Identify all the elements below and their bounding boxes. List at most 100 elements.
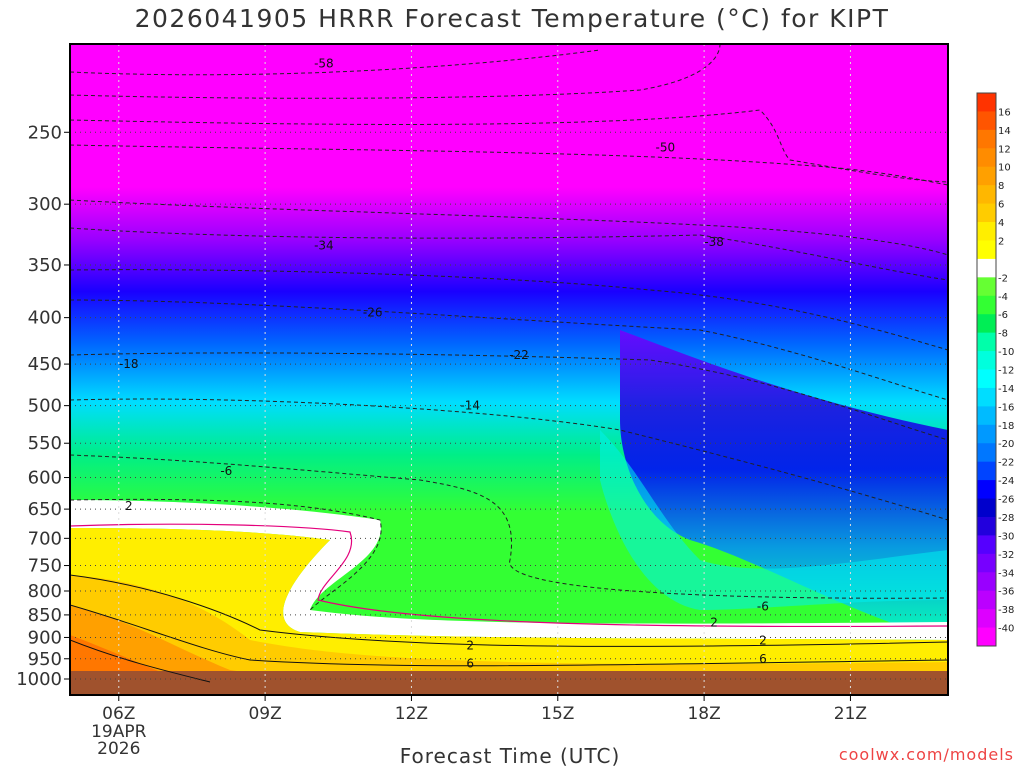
x-date-label: 2026: [97, 739, 140, 759]
colorbar-swatch: [977, 480, 996, 500]
contour-label: -38: [704, 235, 724, 249]
colorbar-tick-label: -14: [998, 384, 1014, 395]
contour-label: 2: [125, 499, 133, 513]
colorbar-tick-label: -10: [998, 347, 1014, 358]
y-tick-label: 450: [28, 354, 62, 375]
y-axis: 2503003504004505005506006507007508008509…: [16, 122, 70, 690]
credit-link[interactable]: coolwx.com/models: [838, 745, 1014, 764]
y-tick-label: 700: [28, 528, 62, 549]
y-tick-label: 850: [28, 605, 62, 626]
colorbar-tick-label: -22: [998, 458, 1014, 469]
x-date-label: 19APR: [91, 722, 147, 742]
plot-frame: [69, 43, 949, 696]
contour-label: -14: [460, 399, 480, 413]
colorbar-tick-label: -2: [998, 273, 1008, 284]
chart-title: 2026041905 HRRR Forecast Temperature (°C…: [134, 4, 890, 33]
colorbar-swatch: [977, 351, 996, 370]
y-tick-label: 900: [28, 627, 62, 648]
colorbar-tick-label: 6: [998, 200, 1004, 211]
y-tick-label: 800: [28, 581, 62, 602]
colorbar-tick-label: -38: [998, 605, 1014, 616]
colorbar-swatch: [977, 166, 996, 186]
warm-layer-gold: [70, 575, 948, 695]
contour-label: 2: [759, 634, 767, 648]
colorbar-swatch: [977, 222, 996, 241]
colorbar-swatch: [977, 332, 996, 352]
colorbar-swatch: [977, 498, 996, 518]
colorbar-tick-label: -26: [998, 495, 1014, 506]
y-tick-label: 500: [28, 396, 62, 417]
colorbar-swatch: [977, 258, 996, 278]
colorbar-tick-label: -36: [998, 587, 1014, 598]
colorbar-tick-label: -18: [998, 421, 1014, 432]
colorbar-swatch: [977, 461, 996, 481]
colorbar: 16 14 12 10 8 6 4 2 -2 -4 -6 -8 -10 -12 -14 -16 -18 -20 -2…: [976, 92, 1014, 647]
y-tick-label: 1000: [16, 669, 62, 690]
y-tick-label: 650: [28, 499, 62, 520]
colorbar-swatch: [977, 609, 996, 629]
colorbar-tick-label: -4: [998, 292, 1008, 303]
colorbar-swatch: [977, 314, 996, 334]
colorbar-swatch: [977, 387, 996, 407]
y-tick-label: 250: [28, 122, 62, 143]
colorbar-tick-label: -30: [998, 531, 1014, 542]
ground-fill: [70, 671, 948, 695]
colorbar-tick-label: -34: [998, 568, 1014, 579]
colorbar-swatch: [977, 295, 996, 315]
contour-label: -34: [314, 238, 334, 252]
colorbar-tick-label: 2: [998, 236, 1004, 247]
colorbar-tick-label: -16: [998, 402, 1014, 413]
contour-label: -22: [509, 348, 529, 362]
colorbar-swatch: [977, 277, 996, 297]
y-tick-label: 300: [28, 194, 62, 215]
x-axis-title: Forecast Time (UTC): [399, 744, 621, 768]
colorbar-tick-label: 16: [998, 107, 1011, 118]
colorbar-tick-label: -40: [998, 624, 1014, 635]
cyan-tongue-region: [600, 430, 948, 610]
y-tick-label: 350: [28, 255, 62, 276]
contour-label: -58: [314, 57, 334, 71]
contour-label: 2: [710, 616, 718, 630]
y-tick-label: 550: [28, 433, 62, 454]
colorbar-tick-label: -6: [998, 310, 1008, 321]
contour-label: 2: [466, 638, 474, 652]
colorbar-tick-label: -28: [998, 513, 1014, 524]
colorbar-swatch: [977, 443, 996, 463]
y-tick-label: 400: [28, 308, 62, 329]
contour-label: 6: [466, 657, 474, 671]
colorbar-swatch: [977, 590, 996, 610]
colorbar-frame: [976, 92, 997, 647]
freezing-contour: [70, 523, 948, 628]
colorbar-swatch: [977, 203, 996, 223]
y-tick-label: 950: [28, 649, 62, 670]
contour-label: 6: [759, 652, 767, 666]
colorbar-swatch: [977, 406, 996, 426]
colorbar-tick-label: 8: [998, 181, 1004, 192]
y-tick-label: 600: [28, 468, 62, 489]
x-tick-label: 21Z: [834, 704, 867, 724]
contour-label: -26: [363, 306, 383, 320]
colorbar-swatch: [977, 240, 996, 260]
colorbar-swatch: [977, 93, 996, 112]
colorbar-tick-label: -20: [998, 439, 1014, 450]
grid: [70, 44, 948, 695]
colorbar-swatch: [977, 516, 996, 536]
colorbar-tick-label: 12: [998, 144, 1011, 155]
colorbar-swatch: [977, 111, 996, 131]
colorbar-tick-label: -32: [998, 550, 1014, 561]
colorbar-tick-label: -12: [998, 366, 1014, 377]
positive-contours: [70, 574, 948, 683]
colorbar-tick-label: 4: [998, 218, 1004, 229]
colorbar-swatch: [977, 129, 996, 149]
x-tick-label: 12Z: [395, 704, 428, 724]
freezing-band: [70, 500, 948, 640]
colorbar-tick-label: 14: [998, 126, 1011, 137]
colorbar-swatch: [977, 572, 996, 592]
contour-label: -50: [656, 141, 676, 155]
contour-label: -6: [220, 464, 232, 478]
contour-labels: -58 -50 -38 -34 -26 -22 -18 -14 -6 -6 2 2 2 2 6 6: [119, 57, 769, 671]
x-tick-label: 06Z: [102, 704, 135, 724]
colorbar-tick-label: 10: [998, 163, 1011, 174]
x-tick-label: 18Z: [687, 704, 720, 724]
